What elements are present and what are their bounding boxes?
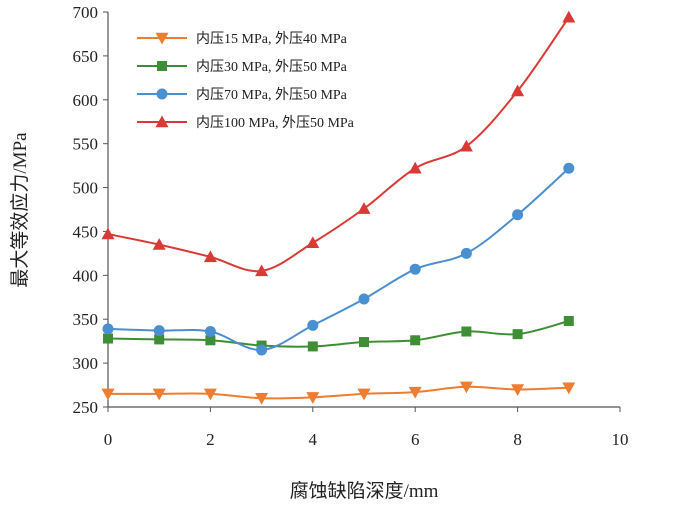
- series-line-3: [107, 16, 570, 273]
- data-point-series-2: [358, 293, 370, 305]
- y-tick-label: 550: [73, 135, 99, 154]
- data-point-series-3: [459, 139, 473, 152]
- data-point-series-2: [460, 247, 472, 259]
- y-tick-label: 650: [73, 47, 99, 66]
- y-axis-title: 最大等效应力/MPa: [9, 132, 31, 288]
- axis-ticks: 0 2 4 6 8 10 250 300 350 400 450 500 550 600 650 700: [73, 3, 629, 449]
- data-point-series-3: [152, 238, 166, 250]
- legend-marker-2: [156, 88, 168, 100]
- series-curves: [107, 16, 570, 400]
- data-point-series-1: [205, 335, 216, 346]
- x-tick-label: 10: [612, 430, 629, 449]
- data-point-series-2: [153, 325, 165, 337]
- data-point-series-2: [256, 344, 268, 356]
- data-point-series-3: [562, 10, 576, 23]
- legend-marker-1: [157, 61, 167, 71]
- y-tick-label: 400: [73, 266, 99, 285]
- y-tick-label: 350: [73, 310, 99, 329]
- data-point-series-1: [512, 329, 523, 340]
- data-point-series-0: [562, 382, 576, 395]
- series-line-0: [107, 385, 569, 400]
- data-point-series-3: [306, 236, 320, 249]
- data-point-series-3: [357, 202, 371, 214]
- data-point-series-2: [512, 209, 524, 221]
- data-point-series-1: [154, 334, 165, 345]
- x-axis-title: 腐蚀缺陷深度/mm: [290, 480, 439, 502]
- data-point-series-0: [152, 388, 166, 401]
- data-point-series-3: [203, 250, 217, 263]
- data-point-series-1: [461, 326, 472, 337]
- data-point-series-0: [357, 388, 371, 401]
- y-tick-label: 250: [73, 398, 99, 417]
- legend: 内压15 MPa, 外压40 MPa 内压30 MPa, 外压50 MPa 内压70…: [137, 31, 355, 131]
- legend-label-0: 内压15 MPa, 外压40 MPa: [196, 31, 348, 47]
- data-point-series-0: [408, 386, 422, 399]
- data-point-series-0: [511, 384, 525, 396]
- y-tick-label: 500: [73, 179, 99, 198]
- x-tick-label: 2: [206, 430, 215, 449]
- data-point-series-1: [410, 335, 421, 346]
- y-tick-label: 600: [73, 91, 99, 110]
- data-point-series-2: [307, 319, 319, 331]
- data-point-series-1: [103, 333, 113, 344]
- x-tick-label: 6: [411, 430, 420, 449]
- x-tick-label: 8: [513, 430, 522, 449]
- data-point-series-1: [359, 337, 369, 348]
- data-point-series-1: [307, 341, 318, 352]
- data-point-series-0: [203, 388, 217, 401]
- data-point-series-0: [306, 392, 320, 404]
- series-line-1: [107, 320, 570, 348]
- x-tick-label: 0: [104, 430, 113, 449]
- data-point-series-3: [511, 84, 525, 97]
- data-point-series-3: [255, 264, 269, 277]
- legend-label-2: 内压70 MPa, 外压50 MPa: [196, 87, 348, 103]
- data-point-series-2: [102, 323, 114, 335]
- data-point-series-0: [255, 393, 269, 405]
- data-point-series-1: [563, 315, 574, 326]
- data-point-series-2: [204, 326, 216, 338]
- data-point-series-2: [409, 263, 421, 275]
- data-point-series-3: [408, 161, 422, 174]
- x-tick-label: 4: [309, 430, 318, 449]
- data-point-series-0: [459, 381, 473, 394]
- data-point-series-2: [563, 162, 575, 174]
- legend-label-1: 内压30 MPa, 外压50 MPa: [196, 59, 348, 75]
- data-point-series-0: [101, 388, 115, 401]
- data-point-series-3: [101, 227, 115, 240]
- legend-marker-0: [155, 32, 169, 45]
- legend-marker-3: [155, 115, 169, 128]
- series-line-2: [107, 167, 570, 351]
- legend-label-3: 内压100 MPa, 外压50 MPa: [196, 115, 355, 131]
- y-tick-label: 450: [73, 222, 99, 241]
- y-tick-label: 300: [73, 354, 99, 373]
- series-markers: [101, 10, 576, 405]
- y-tick-label: 700: [73, 3, 99, 22]
